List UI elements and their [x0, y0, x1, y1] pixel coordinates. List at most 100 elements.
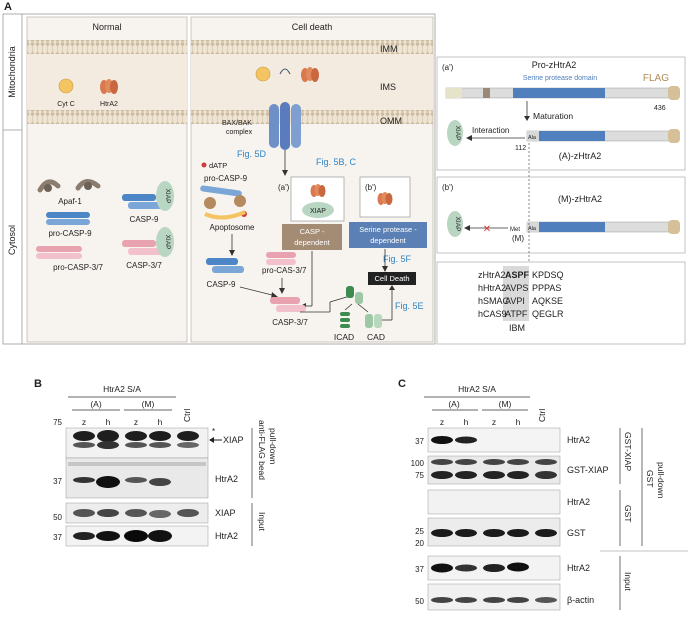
- c-mw-37b: 37: [415, 565, 424, 574]
- seq-name-3: hCAS9: [478, 309, 507, 319]
- htra2-trimer-icon: [100, 79, 118, 94]
- c-bands-gstxiap: [431, 459, 557, 479]
- fig5d-link: Fig. 5D: [237, 149, 267, 159]
- ala-label-a: Ala: [528, 135, 537, 141]
- seq-head-2: AVPI: [505, 296, 525, 306]
- b-lane-0: z: [82, 417, 86, 427]
- b-bands-xiap-pd: [73, 430, 199, 449]
- procasp37-label: pro-CASP-3/7: [53, 263, 103, 272]
- ibm-alignment-box: [436, 261, 686, 345]
- c-side-gst-pd-2: pull-down: [656, 462, 666, 499]
- procasp37-icon: [36, 246, 82, 259]
- b-xiap-arrow-label: XIAP: [223, 435, 244, 445]
- c-mw-20: 20: [415, 539, 424, 548]
- c-side-input: Input: [623, 572, 633, 592]
- c-side-gst-pd-1: GST: [645, 470, 655, 487]
- c-bands-htra2-gstxiap: [431, 436, 477, 444]
- c-htra2-label-a: HtrA2: [567, 435, 590, 445]
- cytochrome-c-icon-death: [255, 66, 271, 82]
- procas37-icon: [266, 252, 296, 265]
- casp-dep-label-2: dependent: [294, 238, 330, 247]
- panel-a-letter: A: [4, 1, 12, 13]
- apoptosome-icon: [200, 185, 247, 220]
- seq-tail-1: PPPAS: [532, 283, 561, 293]
- casp9-label-death: CASP-9: [207, 280, 236, 289]
- c-side-gstxiap: GST-XIAP: [623, 432, 633, 472]
- c-side-gst: GST: [623, 505, 633, 522]
- death-membrane-imm: [191, 40, 433, 54]
- b-prime-diagram-tag: (b'): [442, 183, 454, 192]
- c-mw-100: 100: [411, 459, 425, 468]
- imm-label: IMM: [380, 44, 398, 54]
- c-mw-75: 75: [415, 471, 424, 480]
- casp-dep-label-1: CASP -: [300, 227, 325, 236]
- htra2-trimer-icon-death: [301, 67, 319, 82]
- seq-head-3: ATPF: [505, 309, 528, 319]
- procasp9-label-death: pro-CASP-9: [204, 174, 248, 183]
- c-blot-htra2-gst: [427, 489, 561, 515]
- b-lane-ctrl: Ctrl: [182, 409, 192, 422]
- c-lane-0: z: [440, 417, 444, 427]
- icad-cad-icon: [340, 286, 382, 328]
- procas37-label: pro-CAS-3/7: [262, 266, 307, 275]
- procasp9-label: pro-CASP-9: [48, 229, 92, 238]
- cad-label: CAD: [367, 332, 385, 342]
- normal-membrane-imm: [27, 40, 187, 54]
- ibm-label: IBM: [509, 323, 525, 333]
- n112-label: 112: [515, 145, 526, 152]
- b-htra2-label: HtrA2: [215, 474, 238, 484]
- c-bands-gst: [431, 529, 557, 537]
- panel-a-frame: [2, 13, 436, 345]
- b-mw-37b: 37: [53, 533, 62, 542]
- a-prime-diagram-tag: (a'): [442, 63, 454, 72]
- casp37-label-normal: CASP-3/7: [126, 261, 162, 270]
- b-group-m: (M): [142, 399, 155, 409]
- ibm-highlight: [503, 266, 529, 321]
- bax-bak-complex-icon: [269, 68, 301, 150]
- apoptosome-label: Apoptosome: [210, 223, 255, 232]
- a-prime-tag: (a'): [278, 183, 290, 192]
- c-gstxiap-label: GST-XIAP: [567, 465, 609, 475]
- seq-tail-0: KPDSQ: [532, 270, 564, 280]
- a-prime-diagram-box: [436, 56, 686, 171]
- serine-dependent-box: [349, 222, 427, 248]
- b-star: *: [212, 427, 215, 436]
- c-mw-37a: 37: [415, 437, 424, 446]
- c-gst-label: GST: [567, 528, 586, 538]
- b-mw-75: 75: [53, 418, 62, 427]
- fig5bc-link: Fig. 5B, C: [316, 157, 357, 167]
- m-label: (M): [512, 234, 524, 243]
- xiap-label-normal-1: XIAP: [164, 189, 171, 204]
- m-zhtra2-label: (M)-zHtrA2: [558, 194, 602, 204]
- m-zhtra2-bar: [526, 220, 680, 234]
- b-side-input: Input: [257, 512, 267, 532]
- cytc-label: Cyt C: [57, 101, 75, 108]
- baxbak-label-2: complex: [226, 129, 253, 136]
- maturation-label: Maturation: [533, 111, 573, 121]
- datp-label: dATP: [209, 161, 227, 170]
- cell-death-box: [368, 272, 416, 285]
- c-lane-1: h: [464, 417, 469, 427]
- baxbak-label-1: BAX/BAK: [222, 120, 252, 127]
- a-zhtra2-label: (A)-zHtrA2: [559, 151, 602, 161]
- a-zhtra2-bar: [526, 129, 680, 143]
- c-bands-htra2-input: [431, 562, 529, 573]
- b-prime-diagram-box: [436, 176, 686, 254]
- serine-dep-label-2: dependent: [370, 236, 406, 245]
- row-label-cytosol: Cytosol: [7, 225, 17, 255]
- b-bands-htra2-pd: [68, 462, 206, 488]
- htra2-label: HtrA2: [100, 101, 118, 108]
- seq-name-1: hHtrA2: [478, 283, 506, 293]
- casp9-active-icon: [206, 258, 244, 273]
- c-group-m: (M): [499, 399, 512, 409]
- death-membrane-omm: [191, 110, 433, 124]
- seq-tail-2: AQKSE: [532, 296, 563, 306]
- n436-label: 436: [654, 105, 666, 112]
- normal-membrane-omm: [27, 110, 187, 124]
- fig5f-link: Fig. 5F: [383, 254, 412, 264]
- b-side-label-1: anti-FLAG bead: [257, 420, 267, 480]
- ala-label-m: Ala: [528, 226, 537, 232]
- c-mw-25: 25: [415, 527, 424, 536]
- seq-tail-3: QEGLR: [532, 309, 564, 319]
